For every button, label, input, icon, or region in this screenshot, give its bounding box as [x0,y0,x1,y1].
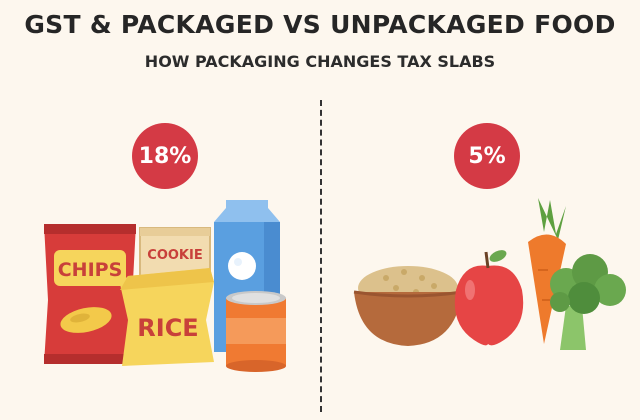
broccoli-icon [550,254,626,350]
grain-bowl-icon [353,266,463,346]
dashed-divider [320,100,322,412]
chips-label: CHIPS [58,259,123,281]
apple-icon [454,250,524,346]
packaged-gst-badge: 18% [132,123,198,189]
unpackaged-gst-rate: 5% [468,143,506,169]
rice-label: RICE [137,314,198,342]
cookie-box-icon: COOKIE [139,227,211,277]
rice-bag-icon: RICE [120,268,214,366]
packaged-gst-rate: 18% [138,143,192,169]
chips-bag-icon: CHIPS [44,224,136,364]
page-title: GST & PACKAGED VS UNPACKAGED FOOD [24,10,616,39]
unpackaged-gst-badge: 5% [454,123,520,189]
carrot-icon [528,198,566,344]
tin-can-icon [226,291,286,372]
cookie-label: COOKIE [147,248,202,263]
page-subtitle: HOW PACKAGING CHANGES TAX SLABS [144,52,496,71]
